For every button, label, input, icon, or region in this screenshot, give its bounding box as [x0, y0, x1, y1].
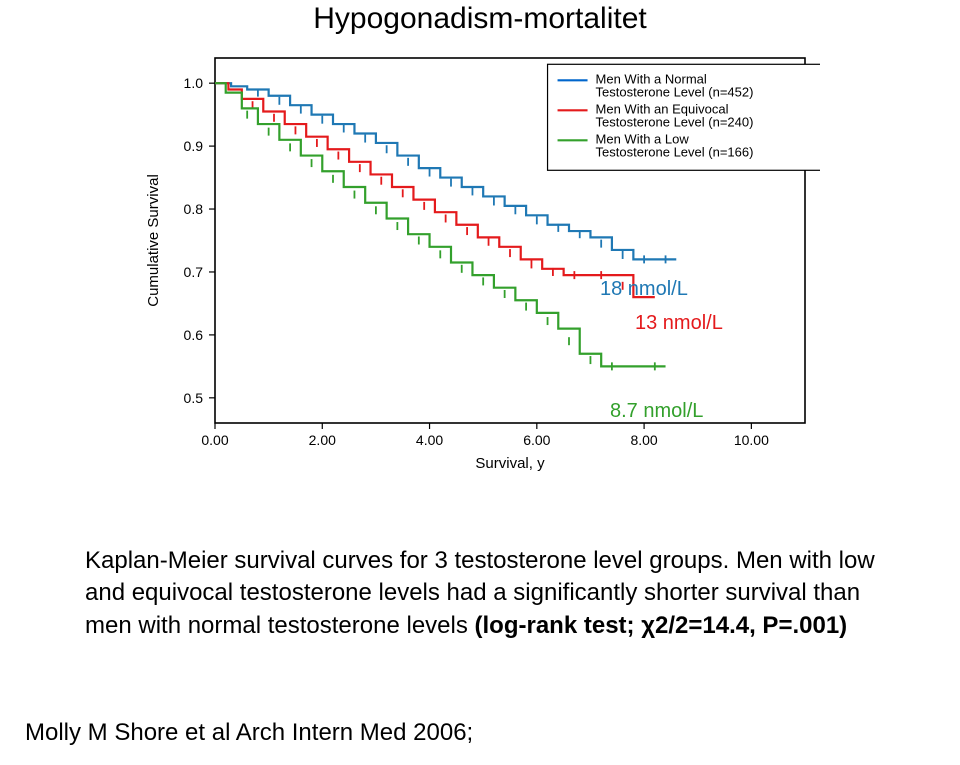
svg-text:0.5: 0.5 — [184, 390, 204, 406]
caption-stats: (log-rank test; χ2/2=14.4, P=.001) — [475, 612, 848, 639]
chart-annotation: 18 nmol/L — [600, 278, 688, 301]
svg-text:Testosterone Level (n=452): Testosterone Level (n=452) — [596, 84, 754, 99]
svg-text:Cumulative Survival: Cumulative Survival — [145, 174, 162, 307]
citation-text: Molly M Shore et al Arch Intern Med 2006… — [25, 719, 473, 747]
svg-text:6.00: 6.00 — [523, 432, 550, 448]
svg-text:2.00: 2.00 — [309, 432, 336, 448]
svg-text:4.00: 4.00 — [416, 432, 443, 448]
svg-text:0.7: 0.7 — [184, 264, 204, 280]
figure-caption: Kaplan-Meier survival curves for 3 testo… — [85, 545, 900, 642]
svg-text:Testosterone Level (n=166): Testosterone Level (n=166) — [596, 144, 754, 159]
svg-text:10.00: 10.00 — [734, 432, 769, 448]
svg-text:1.0: 1.0 — [184, 75, 204, 91]
chart-annotation: 13 nmol/L — [635, 312, 723, 335]
svg-text:Testosterone Level (n=240): Testosterone Level (n=240) — [596, 114, 754, 129]
page-title: Hypogonadism-mortalitet — [0, 2, 960, 36]
svg-text:0.00: 0.00 — [201, 432, 228, 448]
chart-annotation: 8.7 nmol/L — [610, 400, 703, 423]
svg-text:0.9: 0.9 — [184, 138, 204, 154]
svg-text:Survival, y: Survival, y — [475, 455, 545, 472]
slide: Hypogonadism-mortalitet 0.00 2.00 4.00 6.00… — [0, 0, 960, 765]
km-chart: 0.00 2.00 4.00 6.00 8.00 10.00 0.5 0.6 0.7 0.8 0.9… — [140, 48, 820, 478]
svg-text:0.8: 0.8 — [184, 201, 204, 217]
svg-text:0.6: 0.6 — [184, 327, 204, 343]
svg-text:8.00: 8.00 — [630, 432, 657, 448]
